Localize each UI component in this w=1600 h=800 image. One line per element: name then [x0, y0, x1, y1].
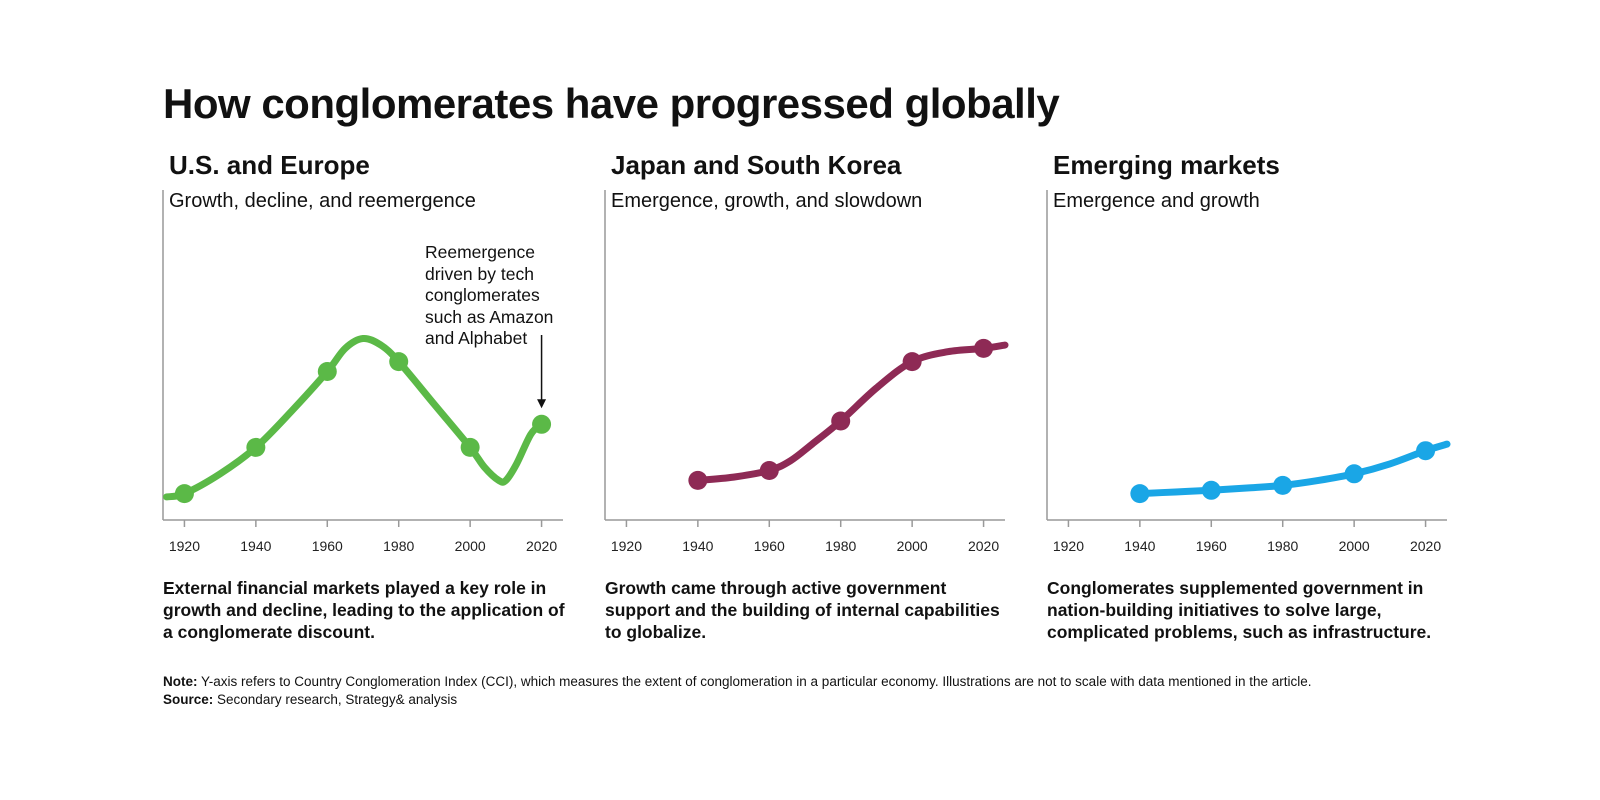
- note-text: Y-axis refers to Country Conglomeration …: [201, 674, 1312, 689]
- x-tick-label: 2020: [1410, 538, 1441, 554]
- data-point: [1201, 480, 1221, 500]
- footnotes: Note: Y-axis refers to Country Conglomer…: [163, 673, 1312, 708]
- series-line: [1136, 440, 1451, 498]
- x-tick-label: 1980: [825, 538, 856, 554]
- data-point: [974, 338, 994, 358]
- chart-panel-emerging-markets: Emerging markets Emergence and growth 19…: [1046, 150, 1467, 642]
- line-chart-emerging-markets: 1920 1940 1960 1980 2000 2020: [1046, 190, 1451, 554]
- x-tick-label: 2020: [968, 538, 999, 554]
- x-tick-label: 1980: [383, 538, 414, 554]
- data-point: [1416, 441, 1436, 461]
- line-chart-us-europe: 1920 1940 1960 1980 2000 2020: [162, 190, 563, 554]
- series-line: [694, 341, 1009, 484]
- x-tick-label: 2000: [455, 538, 486, 554]
- x-tick-label: 1940: [240, 538, 271, 554]
- panel-title: Japan and South Korea: [611, 150, 902, 180]
- chart-panel-us-europe: U.S. and Europe Growth, decline, and ree…: [162, 150, 583, 642]
- data-point: [831, 411, 851, 431]
- x-tick-label: 1960: [312, 538, 343, 554]
- chart-annotation: Reemergence driven by tech conglomerates…: [425, 242, 554, 348]
- panel-caption: Conglomerates supplemented government in…: [1047, 578, 1432, 642]
- page-title: How conglomerates have progressed global…: [163, 80, 1060, 127]
- data-point: [688, 470, 708, 490]
- footnote-source: Source: Secondary research, Strategy& an…: [163, 691, 1312, 709]
- x-tick-label: 1980: [1267, 538, 1298, 554]
- data-point: [460, 437, 480, 457]
- x-tick-label: 1960: [754, 538, 785, 554]
- data-point: [317, 362, 337, 381]
- data-point: [759, 461, 779, 480]
- data-point: [174, 484, 194, 504]
- series-line: [163, 334, 546, 501]
- x-tick-label: 2000: [1339, 538, 1370, 554]
- data-point: [1273, 475, 1293, 495]
- panel-title: Emerging markets: [1053, 150, 1280, 180]
- x-tick-label: 1940: [682, 538, 713, 554]
- data-point: [902, 352, 922, 372]
- source-label: Source:: [163, 691, 214, 707]
- data-point: [246, 437, 266, 457]
- panel-caption: External financial markets played a key …: [163, 578, 565, 642]
- panel-title: U.S. and Europe: [169, 150, 370, 180]
- x-tick-label: 1960: [1196, 538, 1227, 554]
- x-tick-label: 1920: [169, 538, 200, 554]
- x-tick-label: 2020: [526, 538, 557, 554]
- panel-subtitle: Emergence, growth, and slowdown: [611, 190, 923, 212]
- footnote-note: Note: Y-axis refers to Country Conglomer…: [163, 673, 1312, 691]
- x-tick-label: 1920: [1053, 538, 1084, 554]
- source-text: Secondary research, Strategy& analysis: [217, 691, 458, 707]
- annotation-arrow-head: [537, 399, 547, 409]
- data-point: [1344, 464, 1364, 484]
- x-tick-label: 1940: [1124, 538, 1155, 554]
- panel-subtitle: Emergence and growth: [1053, 190, 1260, 212]
- data-point: [532, 414, 552, 434]
- note-label: Note:: [163, 674, 198, 689]
- x-tick-label: 1920: [611, 538, 642, 554]
- panel-caption: Growth came through active government su…: [605, 578, 1000, 642]
- x-tick-label: 2000: [897, 538, 928, 554]
- chart-panel-japan-korea: Japan and South Korea Emergence, growth,…: [604, 150, 1025, 642]
- line-chart-japan-korea: 1920 1940 1960 1980 2000 2020: [604, 190, 1009, 554]
- data-point: [389, 352, 409, 372]
- data-point: [1130, 484, 1150, 504]
- panel-subtitle: Growth, decline, and reemergence: [169, 190, 476, 212]
